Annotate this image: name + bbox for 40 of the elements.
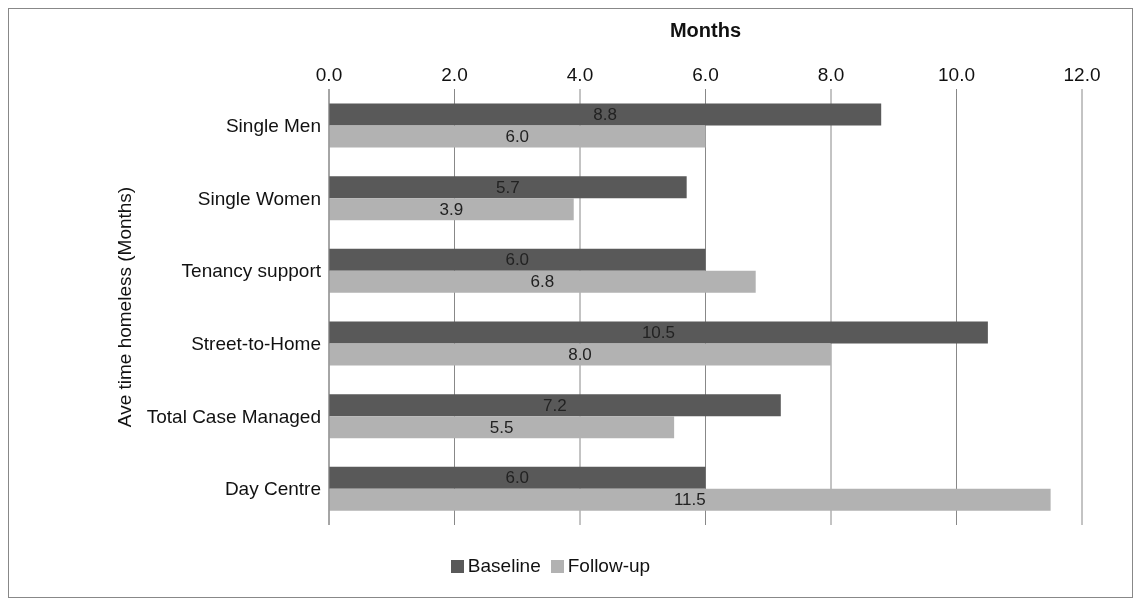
data-label: 6.8	[530, 272, 555, 292]
data-label: 10.5	[641, 323, 675, 343]
data-label: 6.0	[505, 468, 530, 488]
bar	[329, 176, 687, 199]
bar	[329, 125, 706, 148]
data-label: 8.8	[593, 105, 617, 125]
data-label: 6.0	[505, 127, 530, 147]
x-axis-title: Months	[669, 19, 742, 41]
bar	[329, 321, 988, 344]
x-tick-label: 10.0	[938, 64, 975, 85]
legend-label: Baseline	[467, 555, 541, 576]
x-tick-label: 6.0	[692, 64, 719, 85]
bar	[329, 488, 1051, 511]
y-tick-label: Day Centre	[224, 478, 321, 500]
bar	[329, 416, 675, 439]
y-tick-label: Tenancy support	[181, 260, 322, 282]
data-label: 3.9	[439, 199, 464, 219]
data-label: 5.5	[489, 417, 514, 437]
x-tick-label: 2.0	[441, 64, 468, 85]
x-tick-label: 8.0	[817, 64, 845, 85]
bar	[329, 198, 574, 221]
bar	[329, 394, 781, 417]
bar	[329, 343, 831, 366]
x-tick-label: 4.0	[566, 64, 594, 85]
y-tick-label: Single Women	[197, 187, 321, 209]
bar	[329, 103, 882, 126]
legend-label: Follow-up	[567, 555, 651, 576]
bar	[329, 248, 706, 271]
bar	[329, 466, 706, 489]
y-tick-label: Total Case Managed	[146, 405, 321, 427]
y-axis-title: Ave time homeless (Months)	[113, 186, 135, 428]
data-label: 7.2	[543, 395, 567, 415]
data-label: 6.0	[505, 250, 530, 270]
y-tick-label: Street-to-Home	[191, 333, 321, 355]
bar	[329, 270, 756, 293]
data-label: 11.5	[673, 490, 706, 510]
data-label: 8.0	[568, 345, 592, 365]
x-tick-label: 12.0	[1063, 64, 1101, 85]
y-tick-label: Single Men	[225, 115, 321, 137]
x-tick-label: 0.0	[315, 64, 343, 85]
